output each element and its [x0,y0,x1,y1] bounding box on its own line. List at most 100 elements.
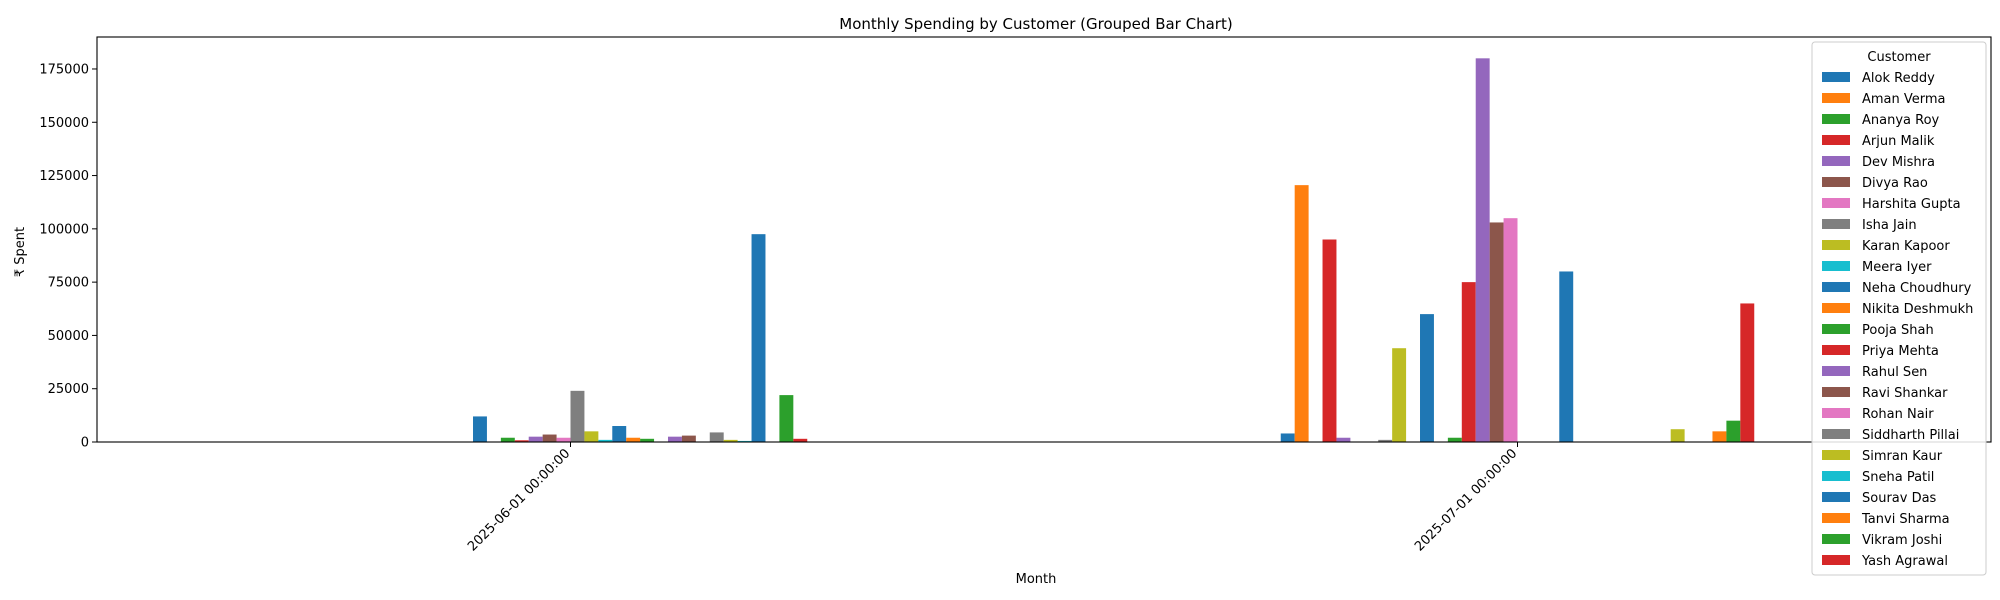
legend-label: Divya Rao [1862,176,1928,191]
legend-swatch [1822,471,1850,481]
bar [667,436,682,442]
legend-label: Aman Verma [1862,92,1946,107]
bar [1461,282,1476,442]
bar [514,440,529,442]
y-tick-label: 50000 [48,329,89,344]
legend-swatch [1822,219,1850,229]
legend-swatch [1822,450,1850,460]
bar [1447,437,1462,442]
legend-label: Meera Iyer [1862,260,1932,275]
bar [1726,420,1741,442]
bar [556,437,571,442]
legend-label: Arjun Malik [1862,134,1935,149]
plot-frame [96,36,1992,443]
bar [528,436,543,442]
bar [751,234,766,442]
legend-swatch [1822,513,1850,523]
bar [626,437,641,442]
legend-swatch [1822,324,1850,334]
legend-swatch [1822,492,1850,502]
legend-label: Yash Agrawal [1861,554,1948,569]
legend-swatch [1822,345,1850,355]
legend-swatch [1822,177,1850,187]
legend-label: Tanvi Sharma [1861,512,1950,527]
bar [709,432,724,442]
legend-label: Pooja Shah [1862,323,1934,338]
y-tick-label: 100000 [39,222,89,237]
y-tick-label: 25000 [48,382,89,397]
bar [1322,239,1337,442]
bar [542,434,557,442]
legend-label: Dev Mishra [1862,155,1935,170]
legend-label: Priya Mehta [1862,344,1939,359]
bar [1740,303,1755,442]
legend-label: Neha Choudhury [1862,281,1972,296]
legend-label: Siddharth Pillai [1862,428,1959,443]
x-tick-label: 2025-07-01 00:00:00 [1412,446,1520,554]
legend-label: Alok Reddy [1862,71,1935,86]
legend-items: Alok Reddy Aman Verma Ananya Roy Arjun Mali… [1822,71,1973,569]
legend-swatch [1822,366,1850,376]
legend-label: Rohan Nair [1862,407,1934,422]
bar [570,390,585,442]
legend-label: Harshita Gupta [1862,197,1961,212]
bar [1475,58,1490,442]
bar [500,437,515,442]
bar [584,431,599,442]
bars-layer [473,58,1755,442]
legend-swatch [1822,429,1850,439]
legend-swatch [1822,534,1850,544]
bar [1559,271,1574,442]
bar [1670,429,1685,442]
legend-label: Rahul Sen [1862,365,1927,380]
legend-swatch [1822,156,1850,166]
legend-label: Isha Jain [1862,218,1917,233]
legend-swatch [1822,555,1850,565]
y-tick-label: 150000 [39,116,89,131]
y-tick-label: 0 [81,436,89,451]
y-tick-label: 125000 [39,169,89,184]
bar [1280,433,1295,442]
legend-swatch [1822,282,1850,292]
bar [1336,437,1351,442]
bar [640,438,655,442]
legend-label: Sourav Das [1862,491,1937,506]
bar [1489,222,1504,442]
legend-swatch [1822,387,1850,397]
legend-label: Ravi Shankar [1862,386,1948,401]
bar [1712,431,1727,442]
chart-title: Monthly Spending by Customer (Grouped Ba… [839,15,1232,33]
legend-title: Customer [1867,50,1931,65]
legend-label: Sneha Patil [1862,470,1934,485]
x-axis-label: Month [1016,572,1057,587]
y-tick-label: 175000 [39,62,89,77]
legend-swatch [1822,408,1850,418]
legend-frame [1811,41,1987,576]
bar [473,416,487,442]
bar [779,395,794,442]
legend-swatch [1822,114,1850,124]
y-axis-ticks: 0 25000 50000 75000 100000 125000 150000 175000 [39,62,97,451]
legend-swatch [1822,240,1850,250]
legend-label: Nikita Deshmukh [1862,302,1973,317]
legend-label: Ananya Roy [1862,113,1940,128]
bar [793,438,808,442]
legend-label: Simran Kaur [1862,449,1943,464]
legend-swatch [1822,261,1850,271]
legend-label: Vikram Joshi [1862,533,1942,548]
x-axis-ticks: 2025-06-01 00:00:00 2025-07-01 00:00:00 [465,442,1520,554]
bar [681,435,696,442]
bar [1294,185,1309,442]
legend-swatch [1822,93,1850,103]
bar [598,439,613,442]
bar [612,426,627,442]
x-tick-label: 2025-06-01 00:00:00 [465,446,573,554]
bar [1503,218,1518,442]
bar [723,439,738,442]
bar [1378,439,1393,442]
legend-swatch [1822,198,1850,208]
legend-swatch [1822,303,1850,313]
legend-label: Karan Kapoor [1862,239,1950,254]
bar [1420,314,1434,442]
